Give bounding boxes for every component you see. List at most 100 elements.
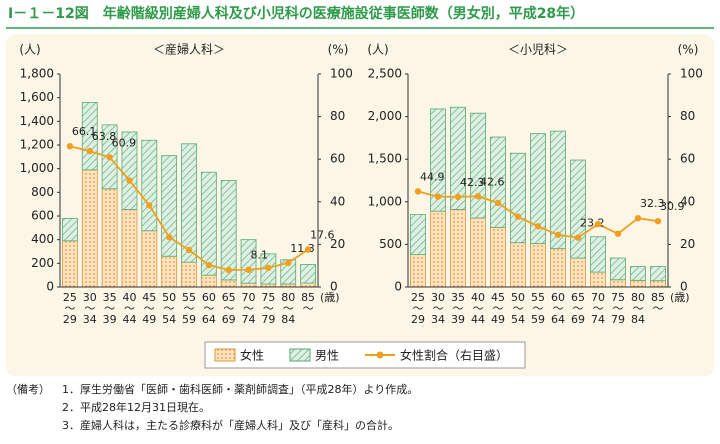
bar [430, 210, 446, 288]
bar [410, 254, 426, 288]
legend-swatch [376, 351, 384, 359]
note: 1．厚生労働省「医師・歯科医師・薬剤師調査」（平成28年）より作成。 [62, 382, 418, 396]
point [454, 193, 462, 201]
note: 3．産婦人科は，主たる診療科が「産婦人科」及び「産科」の合計。 [62, 418, 399, 432]
y-tick-label: 500 [379, 237, 402, 251]
legend: 女性 男性 女性割合（右目盛） [204, 341, 526, 369]
y2-tick-label: 0 [680, 280, 688, 294]
y2-tick-label: 60 [680, 152, 695, 166]
point [304, 246, 312, 253]
x-tick-label: 60～64 [201, 291, 216, 326]
data-label: 44.9 [420, 170, 445, 183]
bar [450, 209, 466, 288]
x-tick-label: 40～44 [122, 291, 137, 326]
legend-label: 男性 [315, 349, 339, 363]
x-tick-label: 25～29 [62, 291, 77, 326]
y2-tick-label: 60 [330, 152, 345, 166]
x-tick-label: 30～34 [431, 291, 445, 326]
point [245, 266, 252, 273]
y2-tick-label: 80 [330, 109, 345, 123]
data-label: 32.3 [640, 197, 665, 210]
bar [181, 261, 197, 288]
bar [490, 226, 506, 288]
bar [530, 243, 546, 288]
bar [240, 239, 257, 284]
bar [220, 279, 237, 288]
point [165, 233, 173, 241]
y-tick-label: 1,600 [20, 90, 54, 104]
x-tick-label: 70～74 [591, 291, 605, 326]
note: 2．平成28年12月31日現在。 [62, 400, 210, 414]
x-tick-label: 50～54 [511, 291, 525, 326]
y2-tick-label: 80 [680, 109, 695, 123]
y-tick-label: 200 [31, 256, 54, 270]
data-label: 66.1 [72, 125, 97, 138]
bar [510, 242, 526, 288]
x-tick-label: 25～29 [411, 291, 425, 326]
x-tick-label: 35～39 [451, 291, 465, 326]
point [225, 266, 232, 274]
bar [121, 209, 138, 288]
bar [410, 214, 426, 256]
x-tick-label: 55～59 [531, 291, 545, 326]
x-tick-label: 30～34 [82, 291, 97, 326]
bar [510, 152, 526, 244]
bar [62, 217, 78, 242]
data-label: 30.9 [660, 200, 685, 213]
bar [470, 217, 486, 288]
point [574, 234, 582, 241]
x-tick-label: 60～64 [551, 291, 565, 326]
bar [161, 255, 178, 288]
legend-swatch [289, 348, 311, 362]
y-axis-label: (人) [367, 43, 388, 57]
y-tick-label: 2,000 [368, 109, 402, 123]
y-tick-label: 1,000 [368, 194, 402, 208]
x-tick-label: 70～74 [241, 291, 256, 326]
bar [141, 230, 158, 288]
y-tick-label: 2,500 [368, 67, 402, 81]
y-tick-label: 1,400 [20, 114, 54, 128]
y-tick-label: 1,000 [20, 161, 54, 175]
bar [590, 236, 606, 273]
x-tick-label: 35～39 [102, 291, 117, 326]
point [634, 215, 642, 222]
bar [181, 143, 197, 263]
data-label: 42.6 [480, 175, 505, 188]
y2-tick-label: 0 [330, 280, 338, 294]
x-tick-label: 50～54 [162, 291, 177, 326]
point [594, 220, 602, 228]
legend-label: 女性 [240, 348, 264, 363]
y-tick-label: 1,500 [368, 152, 402, 166]
bar [450, 106, 466, 210]
x-tick-label: 45～49 [491, 291, 505, 326]
y-tick-label: 600 [31, 209, 54, 223]
y-tick-label: 0 [394, 280, 402, 294]
bar [610, 279, 626, 288]
bar [101, 188, 118, 288]
bar [300, 282, 316, 288]
y-tick-label: 0 [46, 280, 54, 294]
y-tick-label: 400 [31, 232, 54, 246]
y2-tick-label: 20 [680, 237, 695, 251]
point [514, 213, 522, 220]
point [474, 193, 482, 200]
y2-tick-label: 20 [330, 237, 345, 251]
point [126, 177, 133, 184]
point [654, 217, 662, 225]
legend-swatch [214, 348, 236, 362]
bar [200, 171, 217, 276]
bar [62, 240, 78, 288]
y2-tick-label: 40 [680, 194, 695, 208]
y2-axis-label: (%) [678, 43, 699, 57]
bar [550, 248, 566, 288]
point [414, 188, 422, 195]
bar [240, 282, 257, 288]
bar [550, 130, 566, 250]
bar [220, 180, 237, 281]
point [285, 259, 292, 267]
point [554, 231, 562, 239]
bar [650, 266, 666, 282]
legend-label: 女性割合（右目盛） [400, 348, 508, 363]
